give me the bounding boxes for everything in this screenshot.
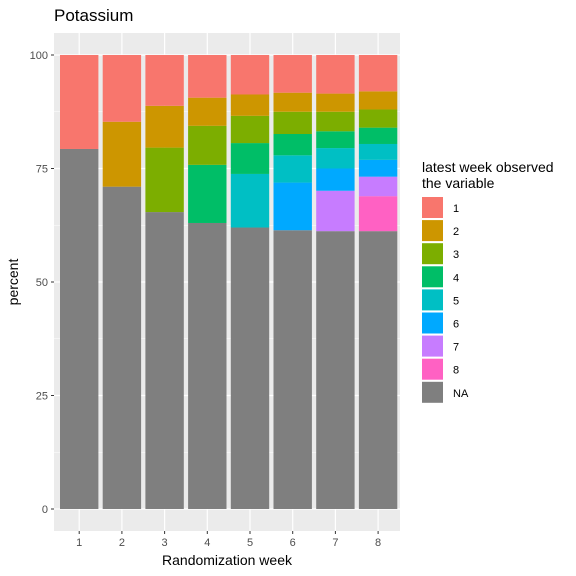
bar-segment — [316, 148, 355, 169]
bar-segment — [358, 231, 398, 510]
legend-key — [422, 289, 443, 311]
bar-segment — [145, 55, 184, 106]
x-tick-label: 8 — [375, 537, 381, 549]
bar-segment — [188, 55, 227, 98]
bar-segment — [188, 164, 227, 223]
y-axis-title: percent — [5, 259, 21, 306]
legend-key — [422, 266, 443, 288]
bar-segment — [188, 97, 227, 126]
bar-segment — [316, 55, 355, 94]
legend-label: 7 — [453, 342, 459, 354]
bars — [60, 55, 398, 510]
bar-segment — [230, 173, 270, 228]
bar-segment — [145, 147, 184, 213]
legend-label: 1 — [453, 203, 459, 215]
legend-key — [422, 243, 443, 265]
bar-segment — [60, 148, 99, 509]
y-tick-label: 75 — [36, 164, 48, 176]
bar-segment — [358, 91, 398, 110]
bar-segment — [273, 92, 312, 112]
legend-key — [422, 381, 443, 403]
legend-key — [422, 358, 443, 380]
x-tick-label: 7 — [332, 537, 338, 549]
bar-segment — [230, 143, 270, 174]
legend-title: the variable — [422, 175, 495, 191]
x-tick-label: 6 — [290, 537, 296, 549]
x-tick-label: 3 — [162, 537, 168, 549]
legend: latest week observed the variable 1 2 3 4 5 6 7… — [422, 159, 554, 403]
y-tick-label: 100 — [30, 50, 48, 62]
bar-segment — [273, 182, 312, 231]
bar-segment — [230, 55, 270, 95]
bar-segment — [358, 176, 398, 197]
bar-segment — [145, 212, 184, 510]
y-tick-label: 50 — [36, 277, 48, 289]
legend-label: 2 — [453, 226, 459, 238]
bar-segment — [60, 55, 99, 149]
bar-segment — [230, 94, 270, 116]
bar-segment — [273, 155, 312, 183]
bar-segment — [230, 227, 270, 509]
legend-label: 8 — [453, 365, 459, 377]
legend-key — [422, 197, 443, 218]
bar-segment — [273, 111, 312, 134]
bar-segment — [188, 222, 227, 510]
x-axis: 1 2 3 4 5 6 7 8 — [76, 531, 381, 549]
legend-label: 4 — [453, 272, 459, 284]
bar-segment — [358, 127, 398, 144]
bar-segment — [145, 105, 184, 148]
bar-segment — [358, 196, 398, 232]
bar-segment — [316, 168, 355, 191]
bar-segment — [102, 186, 142, 509]
legend-title: latest week observed — [422, 159, 554, 175]
legend-key — [422, 220, 443, 242]
y-axis: 0 25 50 75 100 — [30, 50, 54, 516]
legend-label: NA — [453, 388, 469, 400]
bar-segment — [316, 190, 355, 232]
x-tick-label: 4 — [204, 537, 210, 549]
bar-segment — [358, 109, 398, 128]
bar-segment — [316, 131, 355, 149]
bar-segment — [358, 55, 398, 92]
bar-segment — [188, 125, 227, 165]
bar-segment — [230, 115, 270, 144]
x-tick-label: 5 — [247, 537, 253, 549]
bar-segment — [102, 121, 142, 187]
x-tick-label: 1 — [76, 537, 82, 549]
legend-label: 3 — [453, 249, 459, 261]
bar-segment — [316, 93, 355, 112]
x-tick-label: 2 — [119, 537, 125, 549]
legend-key — [422, 312, 443, 334]
x-axis-title: Randomization week — [162, 552, 293, 568]
chart-title: Potassium — [54, 6, 133, 25]
y-tick-label: 25 — [36, 391, 48, 403]
bar-segment — [358, 143, 398, 160]
bar-segment — [273, 55, 312, 93]
legend-key — [422, 335, 443, 357]
bar-segment — [316, 231, 355, 510]
bar-segment — [273, 230, 312, 509]
bar-segment — [102, 55, 142, 122]
legend-label: 5 — [453, 295, 459, 307]
y-tick-label: 0 — [42, 504, 48, 516]
legend-label: 6 — [453, 319, 459, 331]
bar-segment — [273, 133, 312, 156]
bar-segment — [358, 159, 398, 177]
bar-segment — [316, 111, 355, 132]
